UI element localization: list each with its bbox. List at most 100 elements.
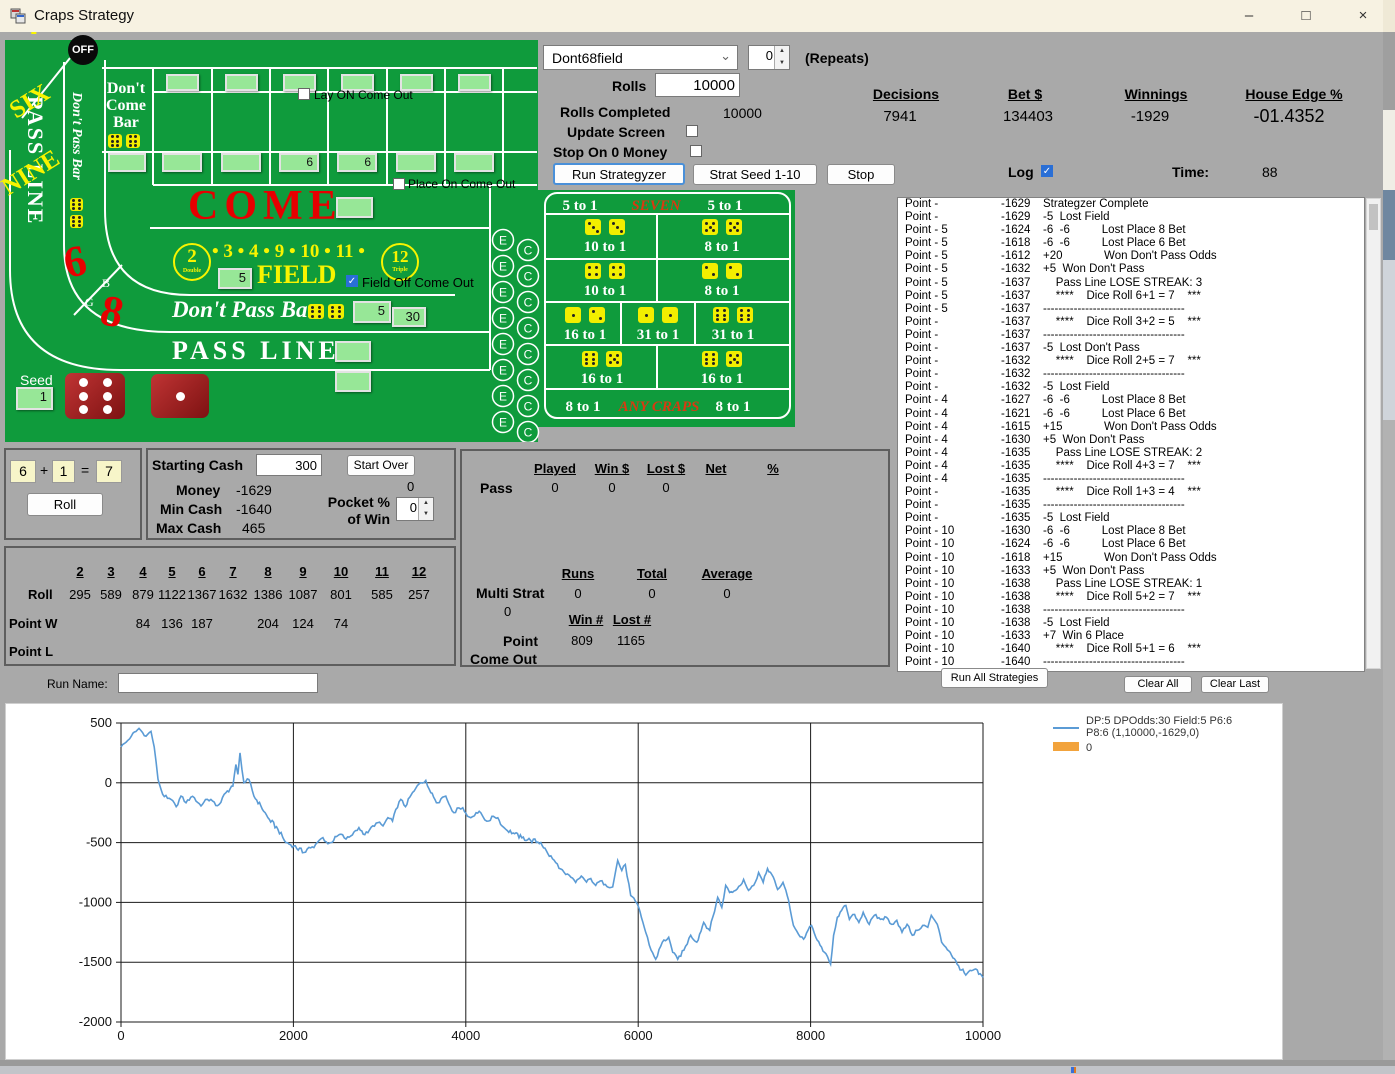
seven-label[interactable]: SEVEN: [631, 198, 681, 214]
log-line[interactable]: Point - -1632 **** Dice Roll 2+5 = 7 ***: [898, 355, 1364, 368]
log-line[interactable]: Point - 10 -1633 +7 Win 6 Place: [898, 630, 1364, 643]
starting-cash-input[interactable]: [256, 454, 322, 476]
place-bet-box[interactable]: [162, 153, 202, 172]
c-circle-icon[interactable]: [516, 316, 540, 340]
log-line[interactable]: Point - -1632 -5 Lost Field: [898, 381, 1364, 394]
log-line[interactable]: Point - 4 -1635 Pass Line LOSE STREAK: 2: [898, 447, 1364, 460]
prop-bet-cell[interactable]: 10 to 1: [565, 219, 645, 259]
log-line[interactable]: Point - 4 -1635 --------------------------…: [898, 473, 1364, 486]
lay-bet-box[interactable]: [400, 74, 433, 91]
c-circle-icon[interactable]: [516, 342, 540, 366]
log-scrollbar-thumb[interactable]: [1369, 204, 1378, 230]
spin-down-icon[interactable]: ▼: [779, 59, 785, 66]
prop-bet-cell[interactable]: 8 to 1: [682, 219, 762, 259]
prop-bet-cell[interactable]: 31 to 1: [693, 307, 773, 347]
log-line[interactable]: Point - -1637 **** Dice Roll 3+2 = 5 ***: [898, 316, 1364, 329]
clear-all-button[interactable]: Clear All: [1124, 676, 1192, 693]
log-line[interactable]: Point - 4 -1627 -6 -6 Lost Place 8 Bet: [898, 394, 1364, 407]
c-circle-icon[interactable]: [516, 394, 540, 418]
field-twelve-circle[interactable]: 12 Triple: [381, 243, 419, 281]
update-screen-checkbox[interactable]: [686, 125, 698, 137]
pass-line-horizontal[interactable]: PASS LINE: [172, 336, 340, 365]
lay-on-come-out-checkbox[interactable]: [298, 88, 310, 100]
log-line[interactable]: Point - 10 -1638 -5 Lost Field: [898, 617, 1364, 630]
place-on-come-out-checkbox[interactable]: [393, 178, 405, 190]
dont-come-bar-label[interactable]: Don't Come Bar: [103, 80, 149, 131]
log-line[interactable]: Point - 4 -1630 +5 Won Don't Pass: [898, 434, 1364, 447]
c-circle-icon[interactable]: [516, 368, 540, 392]
log-scrollbar[interactable]: [1366, 198, 1381, 669]
strategy-dropdown[interactable]: Dont68field ⌄: [543, 45, 738, 70]
stop-button[interactable]: Stop: [827, 164, 895, 185]
pocket-spinner[interactable]: 0 ▲ ▼: [396, 497, 434, 521]
log-line[interactable]: Point - -1637 ----------------------------…: [898, 329, 1364, 342]
any-craps-label[interactable]: ANY CRAPS: [618, 399, 700, 415]
log-line[interactable]: Point - 4 -1635 **** Dice Roll 4+3 = 7 **…: [898, 460, 1364, 473]
pass-line-vertical[interactable]: PASS LINE: [23, 96, 48, 226]
log-line[interactable]: Point - -1632 ----------------------------…: [898, 368, 1364, 381]
log-listbox[interactable]: Point - -1629 Strategzer Complete Point - -1…: [897, 197, 1365, 672]
c-circle-icon[interactable]: [516, 290, 540, 314]
spin-down-icon[interactable]: ▼: [423, 511, 429, 517]
lay-bet-box[interactable]: [458, 74, 491, 91]
prop-bet-cell[interactable]: 16 to 1: [545, 307, 625, 347]
log-line[interactable]: Point - 4 -1615 +15 Won Don't Pass Odds: [898, 421, 1364, 434]
log-line[interactable]: Point - -1629 Strategzer Complete: [898, 198, 1364, 211]
e-circle-icon[interactable]: [491, 410, 515, 434]
lay-bet-box[interactable]: [225, 74, 258, 91]
lay-bet-box[interactable]: [341, 74, 374, 91]
seed-input[interactable]: 1: [16, 387, 53, 410]
place-bet-box[interactable]: 6: [337, 153, 377, 172]
log-line[interactable]: Point - -1635 -5 Lost Field: [898, 512, 1364, 525]
log-line[interactable]: Point - 5 -1632 +5 Won Don't Pass: [898, 263, 1364, 276]
e-circle-icon[interactable]: [491, 306, 515, 330]
prop-bet-cell[interactable]: 16 to 1: [562, 351, 642, 391]
log-line[interactable]: Point - 10 -1618 +15 Won Don't Pass Odds: [898, 552, 1364, 565]
repeats-spinner[interactable]: 0 ▲ ▼: [748, 45, 790, 70]
log-line[interactable]: Point - 10 -1638 -------------------------…: [898, 604, 1364, 617]
log-line[interactable]: Point - 10 -1633 +5 Won Don't Pass: [898, 565, 1364, 578]
run-name-input[interactable]: [118, 673, 318, 693]
place-bet-box[interactable]: [396, 153, 436, 172]
log-line[interactable]: Point - -1637 -5 Lost Don't Pass: [898, 342, 1364, 355]
prop-bet-cell[interactable]: 31 to 1: [618, 307, 698, 347]
minimize-button[interactable]: –: [1244, 7, 1254, 24]
log-line[interactable]: Point - 4 -1621 -6 -6 Lost Place 6 Bet: [898, 408, 1364, 421]
e-circle-icon[interactable]: [491, 332, 515, 356]
spin-up-icon[interactable]: ▲: [423, 500, 429, 506]
log-line[interactable]: Point - 5 -1624 -6 -6 Lost Place 8 Bet: [898, 224, 1364, 237]
e-circle-icon[interactable]: [491, 280, 515, 304]
log-line[interactable]: Point - 5 -1637 **** Dice Roll 6+1 = 7 **…: [898, 290, 1364, 303]
c-circle-icon[interactable]: [516, 420, 540, 443]
e-circle-icon[interactable]: [491, 228, 515, 252]
close-button[interactable]: ×: [1358, 7, 1368, 24]
run-strategyzer-button[interactable]: Run Strategyzer: [553, 163, 685, 185]
pass-line-bet-box[interactable]: [335, 341, 371, 362]
run-all-strategies-button[interactable]: Run All Strategies: [941, 668, 1048, 688]
log-line[interactable]: Point - 5 -1618 -6 -6 Lost Place 6 Bet: [898, 237, 1364, 250]
dont-pass-bet-box[interactable]: 5: [353, 301, 391, 323]
log-line[interactable]: Point - 10 -1624 -6 -6 Lost Place 6 Bet: [898, 538, 1364, 551]
log-checkbox[interactable]: ✓: [1041, 165, 1053, 177]
c-circle-icon[interactable]: [516, 238, 540, 262]
clear-last-button[interactable]: Clear Last: [1201, 676, 1269, 693]
dont-come-place-box[interactable]: [108, 153, 146, 172]
lay-bet-box[interactable]: [166, 74, 199, 91]
log-line[interactable]: Point - 5 -1612 +20 Won Don't Pass Odds: [898, 250, 1364, 263]
e-circle-icon[interactable]: [491, 254, 515, 278]
field-numbers[interactable]: • 3 • 4 • 9 • 10 • 11 •: [212, 241, 365, 262]
field-two-circle[interactable]: 2 Double: [173, 243, 211, 281]
field-label[interactable]: FIELD: [257, 260, 337, 289]
field-bet-box[interactable]: 5: [218, 268, 252, 289]
place-bet-box[interactable]: [221, 153, 261, 172]
pass-line-bet-box2[interactable]: [335, 371, 371, 392]
prop-bet-cell[interactable]: 10 to 1: [565, 263, 645, 303]
e-circle-icon[interactable]: [491, 384, 515, 408]
log-line[interactable]: Point - -1629 -5 Lost Field: [898, 211, 1364, 224]
place-bet-box[interactable]: 6: [279, 153, 319, 172]
come-area[interactable]: COME: [188, 183, 343, 229]
e-circle-icon[interactable]: [491, 358, 515, 382]
log-line[interactable]: Point - 10 -1630 -6 -6 Lost Place 8 Bet: [898, 525, 1364, 538]
field-off-come-out-checkbox[interactable]: ✓: [346, 275, 358, 287]
stop-on-0-checkbox[interactable]: [690, 145, 702, 157]
